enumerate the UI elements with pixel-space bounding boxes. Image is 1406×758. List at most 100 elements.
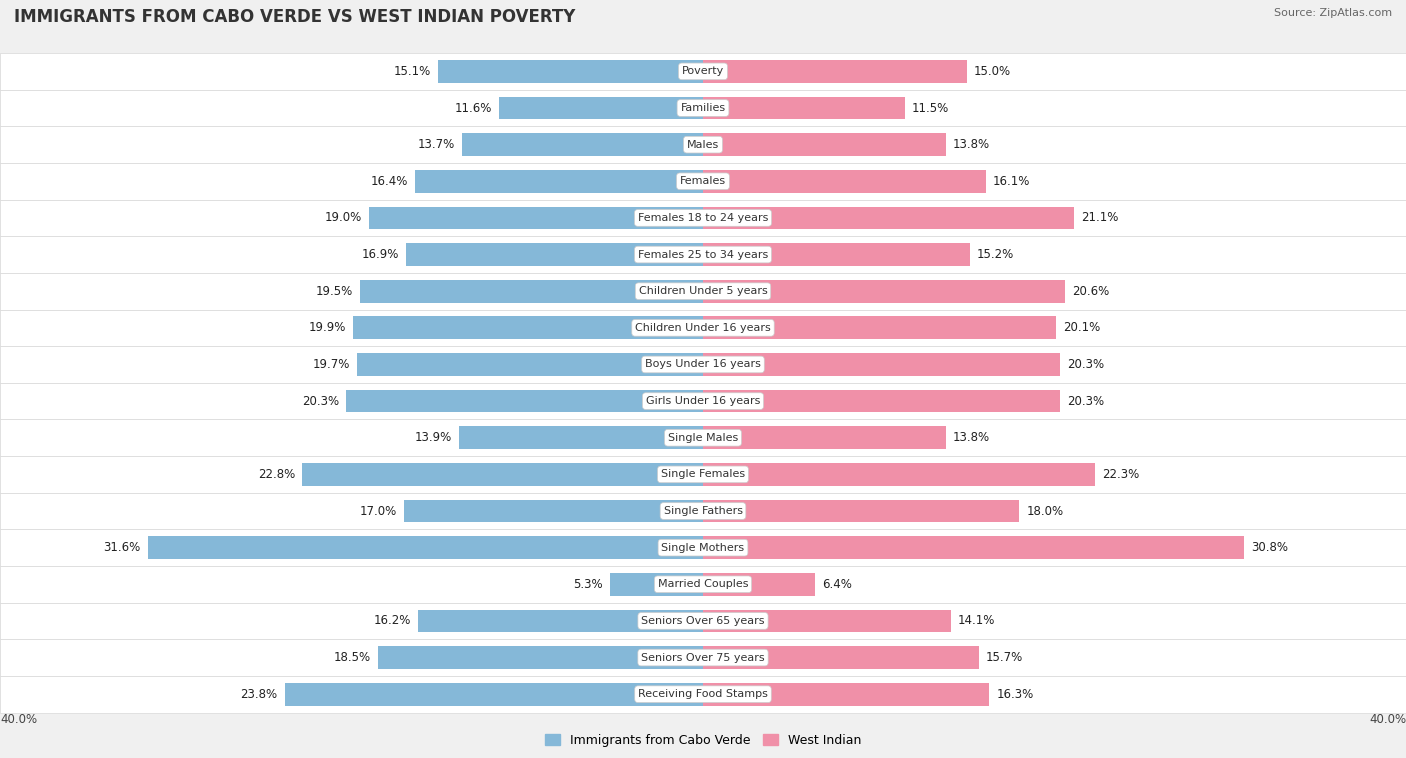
Text: Females 25 to 34 years: Females 25 to 34 years bbox=[638, 249, 768, 259]
Bar bbox=[0, 493, 1406, 529]
Text: 19.0%: 19.0% bbox=[325, 211, 363, 224]
Bar bbox=[0, 639, 1406, 676]
Bar bbox=[610, 573, 703, 596]
Bar bbox=[703, 609, 950, 632]
Text: 22.3%: 22.3% bbox=[1102, 468, 1139, 481]
Text: Boys Under 16 years: Boys Under 16 years bbox=[645, 359, 761, 369]
Text: Females: Females bbox=[681, 177, 725, 186]
Bar bbox=[463, 133, 703, 156]
Text: Receiving Food Stamps: Receiving Food Stamps bbox=[638, 689, 768, 699]
Text: 15.0%: 15.0% bbox=[973, 65, 1011, 78]
Text: 18.5%: 18.5% bbox=[333, 651, 371, 664]
Text: 30.8%: 30.8% bbox=[1251, 541, 1288, 554]
Bar bbox=[406, 243, 703, 266]
Bar bbox=[703, 60, 967, 83]
Text: Females 18 to 24 years: Females 18 to 24 years bbox=[638, 213, 768, 223]
Bar bbox=[0, 456, 1406, 493]
Bar bbox=[0, 273, 1406, 309]
Bar bbox=[703, 243, 970, 266]
Text: 11.6%: 11.6% bbox=[454, 102, 492, 114]
Bar bbox=[0, 89, 1406, 127]
Bar bbox=[703, 133, 945, 156]
Text: 19.9%: 19.9% bbox=[309, 321, 346, 334]
Bar bbox=[148, 537, 703, 559]
Text: 16.9%: 16.9% bbox=[361, 248, 399, 261]
Bar bbox=[703, 427, 945, 449]
Text: 11.5%: 11.5% bbox=[912, 102, 949, 114]
Bar bbox=[0, 236, 1406, 273]
Text: 13.7%: 13.7% bbox=[418, 138, 456, 151]
Text: Single Mothers: Single Mothers bbox=[661, 543, 745, 553]
Text: 20.1%: 20.1% bbox=[1063, 321, 1101, 334]
Text: Families: Families bbox=[681, 103, 725, 113]
Bar bbox=[703, 170, 986, 193]
Bar bbox=[353, 317, 703, 339]
Text: Children Under 5 years: Children Under 5 years bbox=[638, 287, 768, 296]
Bar bbox=[360, 280, 703, 302]
Bar bbox=[499, 97, 703, 119]
Text: Married Couples: Married Couples bbox=[658, 579, 748, 589]
Text: 20.6%: 20.6% bbox=[1073, 285, 1109, 298]
Text: 14.1%: 14.1% bbox=[957, 615, 995, 628]
Text: 20.3%: 20.3% bbox=[302, 395, 339, 408]
Text: 13.9%: 13.9% bbox=[415, 431, 451, 444]
Text: Males: Males bbox=[688, 139, 718, 149]
Text: 21.1%: 21.1% bbox=[1081, 211, 1118, 224]
Text: Children Under 16 years: Children Under 16 years bbox=[636, 323, 770, 333]
Bar bbox=[415, 170, 703, 193]
Legend: Immigrants from Cabo Verde, West Indian: Immigrants from Cabo Verde, West Indian bbox=[540, 728, 866, 752]
Bar bbox=[302, 463, 703, 486]
Bar bbox=[703, 317, 1056, 339]
Bar bbox=[0, 163, 1406, 199]
Bar bbox=[0, 383, 1406, 419]
Bar bbox=[458, 427, 703, 449]
Text: 6.4%: 6.4% bbox=[823, 578, 852, 590]
Bar bbox=[0, 127, 1406, 163]
Bar bbox=[437, 60, 703, 83]
Text: 31.6%: 31.6% bbox=[104, 541, 141, 554]
Text: 20.3%: 20.3% bbox=[1067, 358, 1104, 371]
Text: 5.3%: 5.3% bbox=[574, 578, 603, 590]
Bar bbox=[703, 573, 815, 596]
Text: 20.3%: 20.3% bbox=[1067, 395, 1104, 408]
Bar bbox=[0, 676, 1406, 713]
Bar bbox=[0, 529, 1406, 566]
Bar bbox=[703, 500, 1019, 522]
Bar bbox=[346, 390, 703, 412]
Bar bbox=[703, 463, 1095, 486]
Bar bbox=[703, 97, 905, 119]
Bar bbox=[0, 53, 1406, 89]
Bar bbox=[0, 346, 1406, 383]
Text: Seniors Over 65 years: Seniors Over 65 years bbox=[641, 616, 765, 626]
Text: 22.8%: 22.8% bbox=[259, 468, 295, 481]
Bar bbox=[703, 683, 990, 706]
Text: 16.4%: 16.4% bbox=[370, 175, 408, 188]
Bar bbox=[0, 309, 1406, 346]
Bar bbox=[357, 353, 703, 376]
Bar bbox=[703, 390, 1060, 412]
Bar bbox=[368, 207, 703, 229]
Text: 16.3%: 16.3% bbox=[997, 688, 1033, 700]
Bar bbox=[703, 353, 1060, 376]
Text: 15.7%: 15.7% bbox=[986, 651, 1024, 664]
Bar bbox=[703, 280, 1066, 302]
Bar bbox=[703, 207, 1074, 229]
Text: 15.2%: 15.2% bbox=[977, 248, 1014, 261]
Text: Single Males: Single Males bbox=[668, 433, 738, 443]
Text: 13.8%: 13.8% bbox=[953, 431, 990, 444]
Text: 18.0%: 18.0% bbox=[1026, 505, 1063, 518]
Bar bbox=[0, 199, 1406, 236]
Text: 15.1%: 15.1% bbox=[394, 65, 430, 78]
Text: 40.0%: 40.0% bbox=[0, 713, 37, 725]
Bar bbox=[285, 683, 703, 706]
Text: 13.8%: 13.8% bbox=[953, 138, 990, 151]
Text: 19.5%: 19.5% bbox=[316, 285, 353, 298]
Bar bbox=[0, 603, 1406, 639]
Text: 19.7%: 19.7% bbox=[312, 358, 350, 371]
Text: Single Fathers: Single Fathers bbox=[664, 506, 742, 516]
Text: IMMIGRANTS FROM CABO VERDE VS WEST INDIAN POVERTY: IMMIGRANTS FROM CABO VERDE VS WEST INDIA… bbox=[14, 8, 575, 26]
Bar bbox=[0, 419, 1406, 456]
Bar bbox=[378, 647, 703, 669]
Text: Single Females: Single Females bbox=[661, 469, 745, 479]
Text: 23.8%: 23.8% bbox=[240, 688, 278, 700]
